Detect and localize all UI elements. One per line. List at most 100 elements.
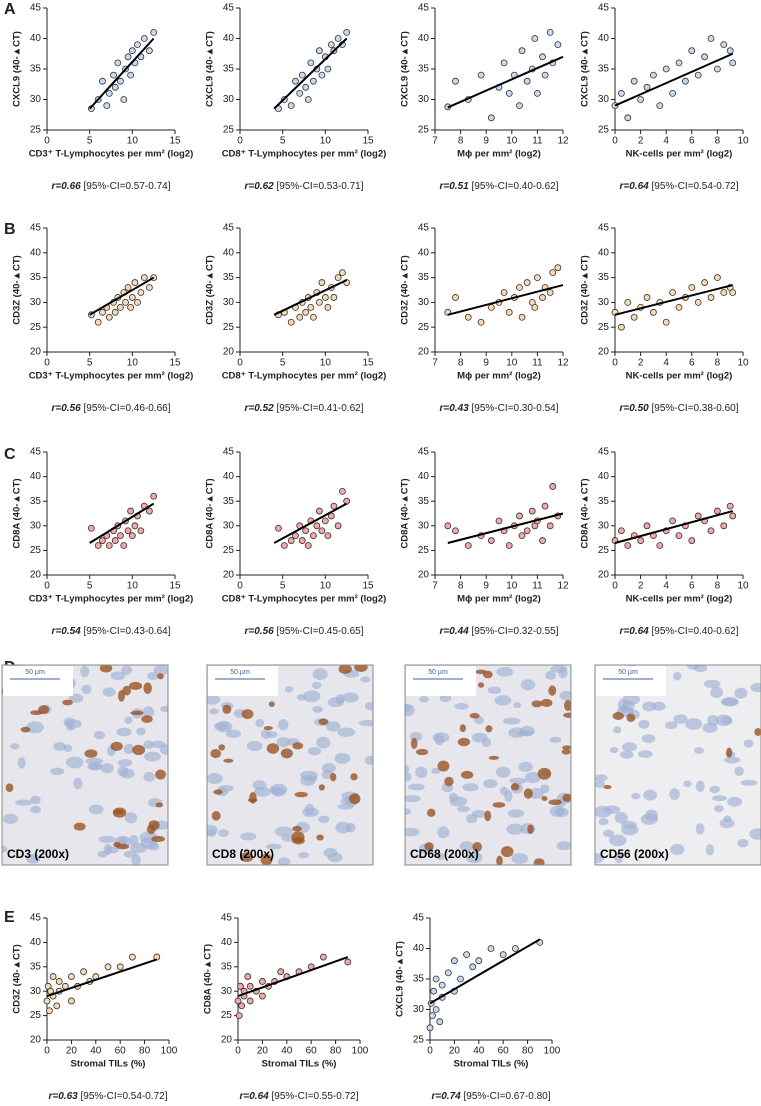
nucleus <box>513 702 522 709</box>
stained-cell <box>548 685 557 696</box>
point <box>53 1002 61 1010</box>
point <box>277 968 285 976</box>
x-tick-label: 7 <box>432 136 438 147</box>
x-tick-label: 10 <box>737 358 749 369</box>
stained-cell <box>603 785 612 790</box>
x-tick-label: 4 <box>663 136 669 147</box>
point <box>624 298 632 306</box>
nucleus <box>93 730 106 740</box>
micrograph <box>595 665 761 865</box>
x-tick-label: 100 <box>544 1046 561 1057</box>
panel-label: C <box>4 446 16 463</box>
y-tick-label: 45 <box>30 223 42 234</box>
nucleus <box>669 788 680 801</box>
nucleus <box>727 796 743 807</box>
y-tick-label: 20 <box>418 347 430 358</box>
stained-cell <box>477 682 485 688</box>
point <box>701 53 708 61</box>
nucleus <box>643 789 658 801</box>
x-axis-label: CD8⁺ T-Lymphocytes per mm² (log2) <box>222 149 387 160</box>
point <box>321 517 329 525</box>
y-axis-label: CXCL9 (40-▲CT) <box>395 941 406 1017</box>
y-axis-label: CD3Z (40-▲CT) <box>400 255 411 325</box>
y-tick-label: 40 <box>598 471 610 482</box>
point <box>662 65 670 73</box>
confidence-interval: [95%-CI=0.54-0.72] <box>651 181 738 192</box>
point <box>111 537 119 544</box>
x-tick-label: 10 <box>506 136 518 147</box>
y-tick-label: 25 <box>30 1010 42 1021</box>
y-tick-label: 35 <box>30 496 42 507</box>
nucleus <box>540 784 550 794</box>
point <box>477 318 485 326</box>
point <box>539 294 546 301</box>
scale-box <box>208 666 278 696</box>
x-tick-label: 15 <box>169 581 181 592</box>
scale-label: 50 µm <box>25 669 45 676</box>
nucleus <box>265 731 278 738</box>
nucleus <box>136 727 146 736</box>
nucleus <box>520 679 536 691</box>
point <box>452 527 459 535</box>
y-tick-label: 35 <box>418 496 430 507</box>
nucleus <box>437 826 450 839</box>
nucleus <box>97 850 108 858</box>
nucleus <box>160 705 168 713</box>
x-tick-label: 5 <box>280 358 286 369</box>
y-tick-label: 45 <box>221 913 233 924</box>
x-tick-label: 8 <box>458 358 464 369</box>
point <box>701 279 708 286</box>
point <box>505 542 513 549</box>
point <box>87 524 95 532</box>
confidence-interval: [95%-CI=0.30-0.54] <box>471 403 558 414</box>
y-tick-label: 25 <box>30 125 42 136</box>
y-tick-label: 40 <box>418 471 430 482</box>
point <box>321 294 329 301</box>
nucleus <box>147 671 159 681</box>
point <box>137 289 145 296</box>
point <box>324 303 332 311</box>
y-tick-label: 25 <box>30 322 42 333</box>
x-axis-label: NK-cells per mm² (log2) <box>626 149 733 160</box>
y-tick-label: 35 <box>598 272 610 283</box>
point <box>287 537 295 544</box>
nucleus <box>466 851 483 864</box>
stained-cell <box>460 770 474 779</box>
x-tick-label: 0 <box>44 358 50 369</box>
stat-line: r=0.56 [95%-CI=0.45-0.65] <box>245 626 364 637</box>
fit-line <box>89 502 155 544</box>
y-tick-label: 25 <box>418 125 430 136</box>
point <box>528 507 536 515</box>
x-tick-label: 0 <box>427 1046 433 1057</box>
stat-line: r=0.62 [95%-CI=0.53-0.71] <box>245 181 364 192</box>
confidence-interval: [95%-CI=0.43-0.64] <box>83 626 170 637</box>
y-tick-label: 25 <box>418 322 430 333</box>
point <box>334 274 342 282</box>
stained-cell <box>459 724 466 733</box>
y-tick-label: 35 <box>418 272 430 283</box>
nucleus <box>269 786 279 795</box>
y-tick-label: 20 <box>223 570 235 581</box>
scale-label: 50 µm <box>230 669 250 676</box>
nucleus <box>715 714 732 727</box>
stained-cell <box>122 685 132 696</box>
stained-cell <box>222 704 232 714</box>
nucleus <box>303 690 321 703</box>
x-tick-label: 7 <box>432 358 438 369</box>
nucleus <box>415 766 428 779</box>
x-axis-label: CD8⁺ T-Lymphocytes per mm² (log2) <box>222 371 387 382</box>
point <box>307 303 315 311</box>
point <box>318 279 326 286</box>
x-tick-label: 80 <box>139 1046 151 1057</box>
stained-cell <box>143 682 152 694</box>
nucleus <box>619 750 634 759</box>
point <box>274 524 282 532</box>
x-tick-label: 10 <box>320 581 332 592</box>
stained-cell <box>211 811 221 821</box>
y-tick-label: 25 <box>413 1035 425 1046</box>
x-axis-label: CD3⁺ T-Lymphocytes per mm² (log2) <box>29 594 194 605</box>
point <box>94 318 102 326</box>
point <box>650 308 657 316</box>
x-tick-label: 11 <box>532 358 543 369</box>
x-tick-label: 11 <box>532 581 543 592</box>
